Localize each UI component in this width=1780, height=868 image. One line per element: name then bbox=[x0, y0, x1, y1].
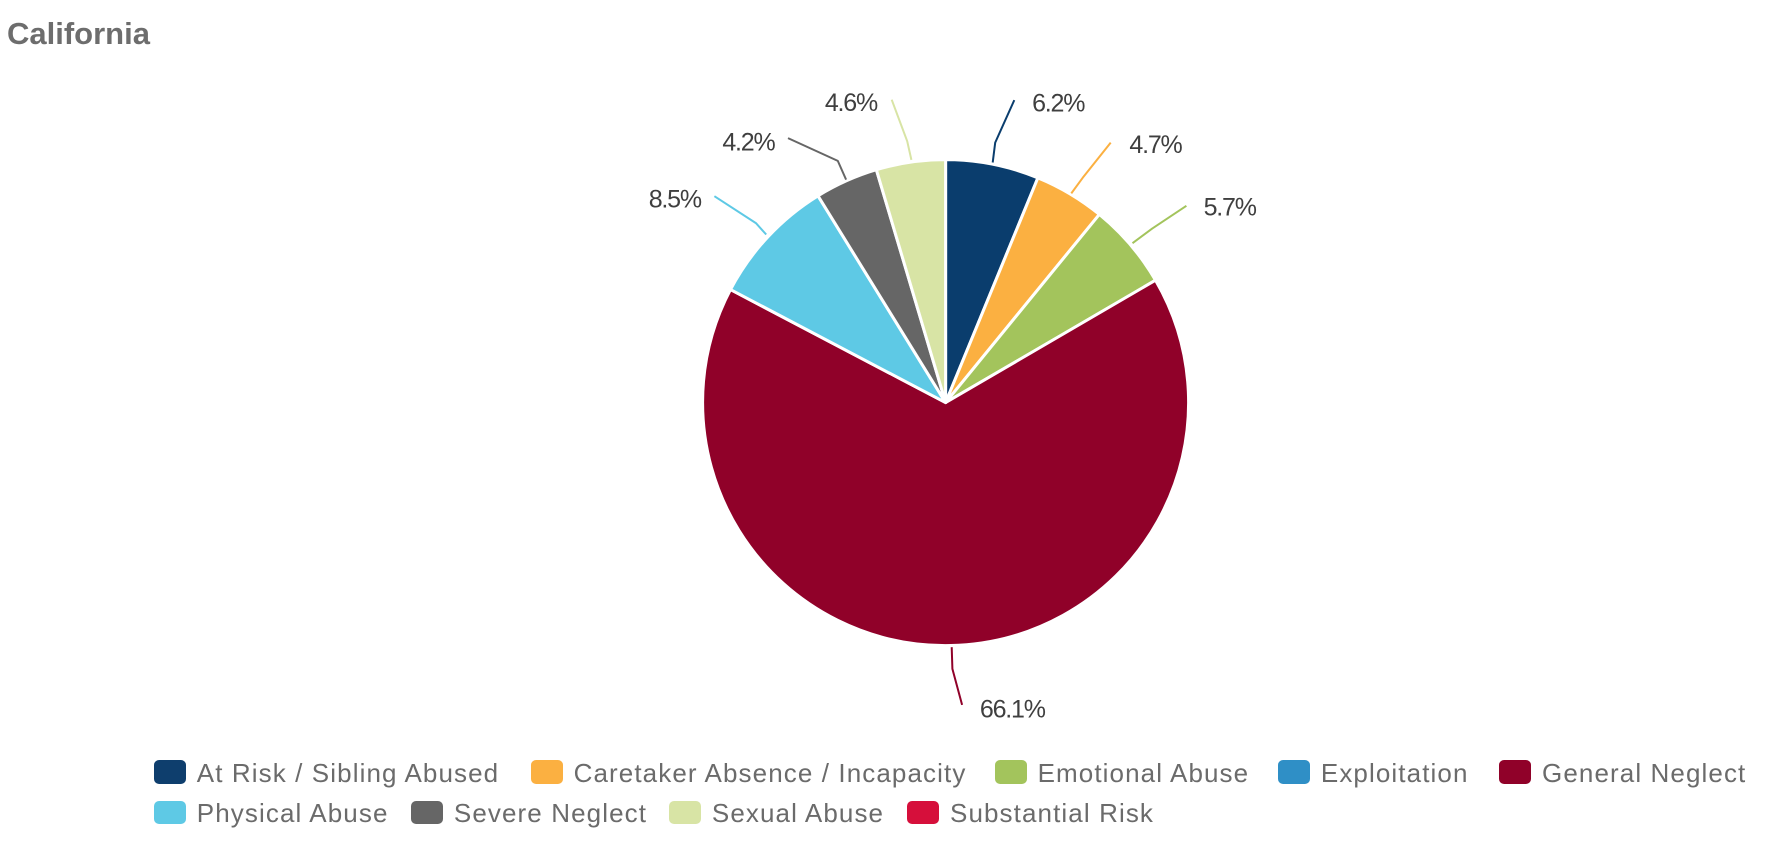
svg-text:4.7%: 4.7% bbox=[1129, 131, 1182, 159]
svg-text:5.7%: 5.7% bbox=[1204, 193, 1257, 221]
svg-text:6.2%: 6.2% bbox=[1032, 89, 1085, 117]
svg-text:66.1%: 66.1% bbox=[980, 695, 1046, 723]
svg-text:4.6%: 4.6% bbox=[825, 89, 878, 117]
svg-text:4.2%: 4.2% bbox=[722, 129, 775, 157]
svg-text:8.5%: 8.5% bbox=[649, 186, 702, 214]
